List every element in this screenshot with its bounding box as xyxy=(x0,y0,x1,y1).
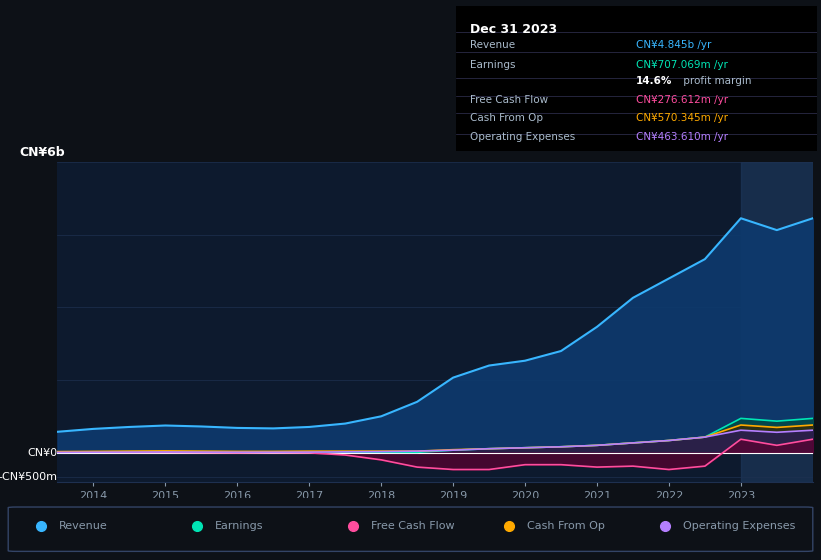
Text: Operating Expenses: Operating Expenses xyxy=(470,132,576,142)
Text: 14.6%: 14.6% xyxy=(636,76,672,86)
Text: Dec 31 2023: Dec 31 2023 xyxy=(470,23,557,36)
Text: CN¥0: CN¥0 xyxy=(27,447,57,458)
Bar xyxy=(741,162,813,482)
Text: Earnings: Earnings xyxy=(470,60,516,71)
Text: CN¥570.345m /yr: CN¥570.345m /yr xyxy=(636,113,728,123)
Text: Cash From Op: Cash From Op xyxy=(470,113,544,123)
Text: CN¥707.069m /yr: CN¥707.069m /yr xyxy=(636,60,728,71)
Text: Free Cash Flow: Free Cash Flow xyxy=(371,521,455,531)
Text: CN¥276.612m /yr: CN¥276.612m /yr xyxy=(636,95,728,105)
Text: Revenue: Revenue xyxy=(470,40,516,50)
Text: Cash From Op: Cash From Op xyxy=(527,521,605,531)
Text: Free Cash Flow: Free Cash Flow xyxy=(470,95,548,105)
Text: profit margin: profit margin xyxy=(680,76,751,86)
Text: CN¥6b: CN¥6b xyxy=(20,146,66,159)
Text: Operating Expenses: Operating Expenses xyxy=(683,521,796,531)
Text: CN¥4.845b /yr: CN¥4.845b /yr xyxy=(636,40,712,50)
Text: Revenue: Revenue xyxy=(59,521,108,531)
Text: -CN¥500m: -CN¥500m xyxy=(0,472,57,482)
Text: CN¥463.610m /yr: CN¥463.610m /yr xyxy=(636,132,728,142)
Text: Earnings: Earnings xyxy=(215,521,264,531)
